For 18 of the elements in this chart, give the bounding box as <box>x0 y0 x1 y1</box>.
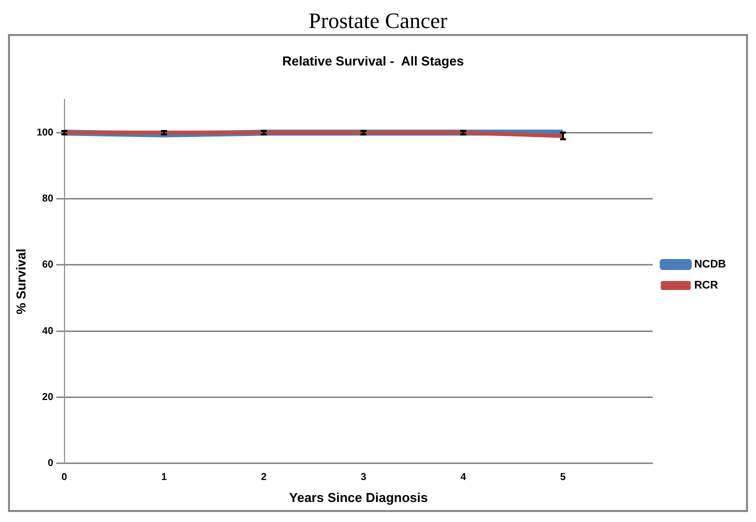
x-axis-title: Years Since Diagnosis <box>289 490 428 505</box>
x-tick-label: 0 <box>62 472 68 484</box>
x-tick-label: 5 <box>560 472 566 484</box>
legend-label: RCR <box>694 280 718 292</box>
x-tick-label: 4 <box>460 472 466 484</box>
y-tick-label: 0 <box>48 458 54 470</box>
legend-label: NCDB <box>694 258 726 271</box>
chart-title: Prostate Cancer <box>308 8 448 34</box>
y-tick-label: 20 <box>42 392 54 404</box>
y-tick-label: 80 <box>42 194 54 205</box>
y-tick-label: 60 <box>42 260 54 271</box>
y-tick-label: 100 <box>36 127 54 138</box>
y-axis-title: % Survival <box>13 248 28 314</box>
x-tick-label: 2 <box>260 472 267 484</box>
x-tick-label: 3 <box>360 472 367 484</box>
x-tick-label: 1 <box>161 472 168 484</box>
chart-subtitle: Relative Survival - All Stages <box>282 53 464 68</box>
y-tick-label: 40 <box>42 326 54 337</box>
